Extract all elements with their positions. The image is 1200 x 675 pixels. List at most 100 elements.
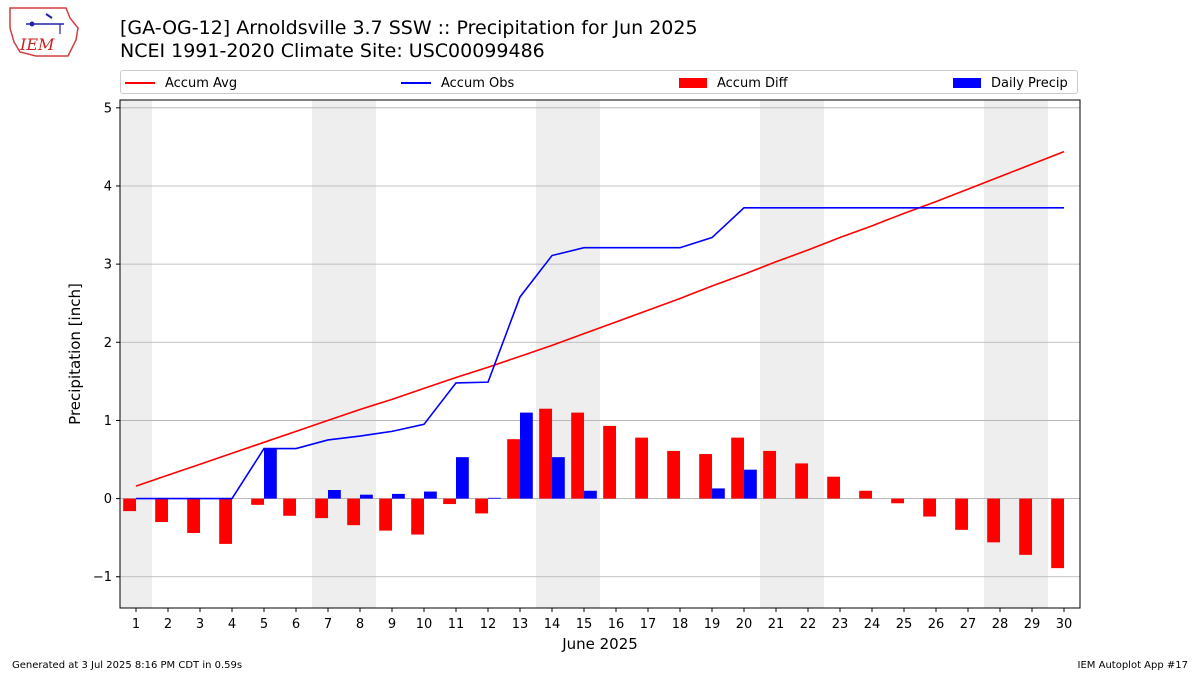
weekend-band — [792, 100, 824, 608]
x-tick-label: 24 — [864, 617, 881, 632]
x-tick-label: 25 — [896, 617, 913, 632]
chart-subtitle: NCEI 1991-2020 Climate Site: USC00099486 — [120, 40, 545, 62]
accum-diff-bar — [571, 412, 584, 499]
y-tick-label: 0 — [104, 492, 112, 507]
daily-precip-bar — [456, 457, 469, 499]
daily-precip-bar — [392, 493, 405, 499]
x-tick-label: 21 — [768, 617, 785, 632]
accum-diff-bar — [891, 498, 904, 504]
weekend-band — [344, 100, 376, 608]
x-tick-label: 3 — [196, 617, 204, 632]
accum-diff-bar — [955, 498, 968, 530]
legend-swatch-accum-diff — [679, 78, 707, 88]
daily-precip-bar — [712, 488, 725, 499]
accum-diff-bar — [923, 498, 936, 517]
accum-diff-bar — [283, 498, 296, 516]
x-tick-label: 7 — [324, 617, 332, 632]
legend-item-accum-obs: Accum Obs — [401, 73, 514, 93]
accum-diff-bar — [379, 498, 392, 531]
x-tick-label: 8 — [356, 617, 364, 632]
x-tick-label: 16 — [608, 617, 625, 632]
x-tick-label: 12 — [480, 617, 497, 632]
weekend-band — [536, 100, 568, 608]
accum-diff-bar — [859, 490, 872, 499]
x-tick-label: 9 — [388, 617, 396, 632]
x-tick-label: 23 — [832, 617, 849, 632]
daily-precip-bar — [360, 494, 373, 499]
y-tick-label: 2 — [104, 336, 112, 351]
legend-item-accum-diff: Accum Diff — [679, 73, 788, 93]
x-tick-label: 30 — [1056, 617, 1073, 632]
x-tick-label: 19 — [704, 617, 721, 632]
accum-diff-bar — [635, 437, 648, 499]
accum-diff-bar — [155, 498, 168, 523]
x-axis-label: June 2025 — [561, 635, 638, 653]
daily-precip-bar — [520, 412, 533, 499]
accum-diff-bar — [315, 498, 328, 519]
accum-diff-bar — [731, 437, 744, 499]
x-tick-label: 29 — [1024, 617, 1041, 632]
footer-app: IEM Autoplot App #17 — [1077, 660, 1188, 671]
x-tick-label: 1 — [132, 617, 140, 632]
legend-label-accum-diff: Accum Diff — [717, 75, 788, 91]
daily-precip-bar — [328, 489, 341, 499]
plot-frame — [119, 99, 1081, 609]
daily-precip-bar — [552, 457, 565, 499]
accum-diff-bar — [1051, 498, 1064, 569]
accum-diff-bar — [475, 498, 488, 514]
accum-diff-bar — [411, 498, 424, 535]
x-tick-label: 17 — [640, 617, 657, 632]
footer-generated: Generated at 3 Jul 2025 8:16 PM CDT in 0… — [12, 660, 243, 671]
legend-item-accum-avg: Accum Avg — [125, 73, 237, 93]
x-tick-label: 28 — [992, 617, 1009, 632]
x-tick-label: 6 — [292, 617, 300, 632]
daily-precip-bar — [264, 448, 277, 499]
x-tick-label: 14 — [544, 617, 561, 632]
x-tick-label: 15 — [576, 617, 593, 632]
accum-diff-bar — [699, 454, 712, 499]
accum-diff-bar — [443, 498, 456, 505]
accum-diff-bar — [763, 450, 776, 499]
y-tick-label: 1 — [104, 414, 112, 429]
accum-diff-bar — [603, 425, 616, 499]
accum-diff-bar — [667, 450, 680, 499]
daily-precip-bar — [424, 491, 437, 499]
legend-swatch-daily-precip — [953, 78, 981, 88]
x-tick-label: 27 — [960, 617, 977, 632]
y-tick-label: 3 — [104, 258, 112, 273]
accum-diff-bar — [251, 498, 264, 505]
legend-swatch-accum-obs — [401, 82, 431, 84]
legend-label-accum-avg: Accum Avg — [165, 75, 238, 91]
chart-legend: Accum Avg Accum Obs Accum Diff Daily Pre… — [120, 70, 1078, 94]
legend-label-daily-precip: Daily Precip — [991, 75, 1068, 91]
x-tick-label: 5 — [260, 617, 268, 632]
daily-precip-bar — [744, 469, 757, 499]
legend-item-daily-precip: Daily Precip — [953, 73, 1068, 93]
weekend-band — [760, 100, 792, 608]
x-tick-label: 11 — [448, 617, 465, 632]
x-tick-label: 4 — [228, 617, 236, 632]
x-tick-label: 2 — [164, 617, 172, 632]
daily-precip-bar — [488, 497, 501, 499]
legend-label-accum-obs: Accum Obs — [441, 75, 515, 91]
x-tick-label: 10 — [416, 617, 433, 632]
accum-diff-bar — [795, 463, 808, 499]
y-tick-label: −1 — [93, 570, 112, 585]
chart-title: [GA-OG-12] Arnoldsville 3.7 SSW :: Preci… — [120, 17, 698, 39]
accum-diff-bar — [539, 408, 552, 499]
weekend-band — [120, 100, 152, 608]
legend-swatch-accum-avg — [125, 82, 155, 84]
x-tick-label: 13 — [512, 617, 529, 632]
accum-diff-bar — [827, 476, 840, 499]
accum-diff-bar — [507, 439, 520, 499]
iem-logo: IEM — [9, 7, 79, 57]
daily-precip-bar — [584, 490, 597, 499]
y-tick-label: 4 — [104, 179, 112, 194]
x-tick-label: 20 — [736, 617, 753, 632]
x-tick-label: 26 — [928, 617, 945, 632]
accum-diff-bar — [187, 498, 200, 533]
y-tick-label: 5 — [104, 101, 112, 116]
accum-diff-bar — [123, 498, 136, 512]
accum-obs-line — [136, 207, 1064, 500]
